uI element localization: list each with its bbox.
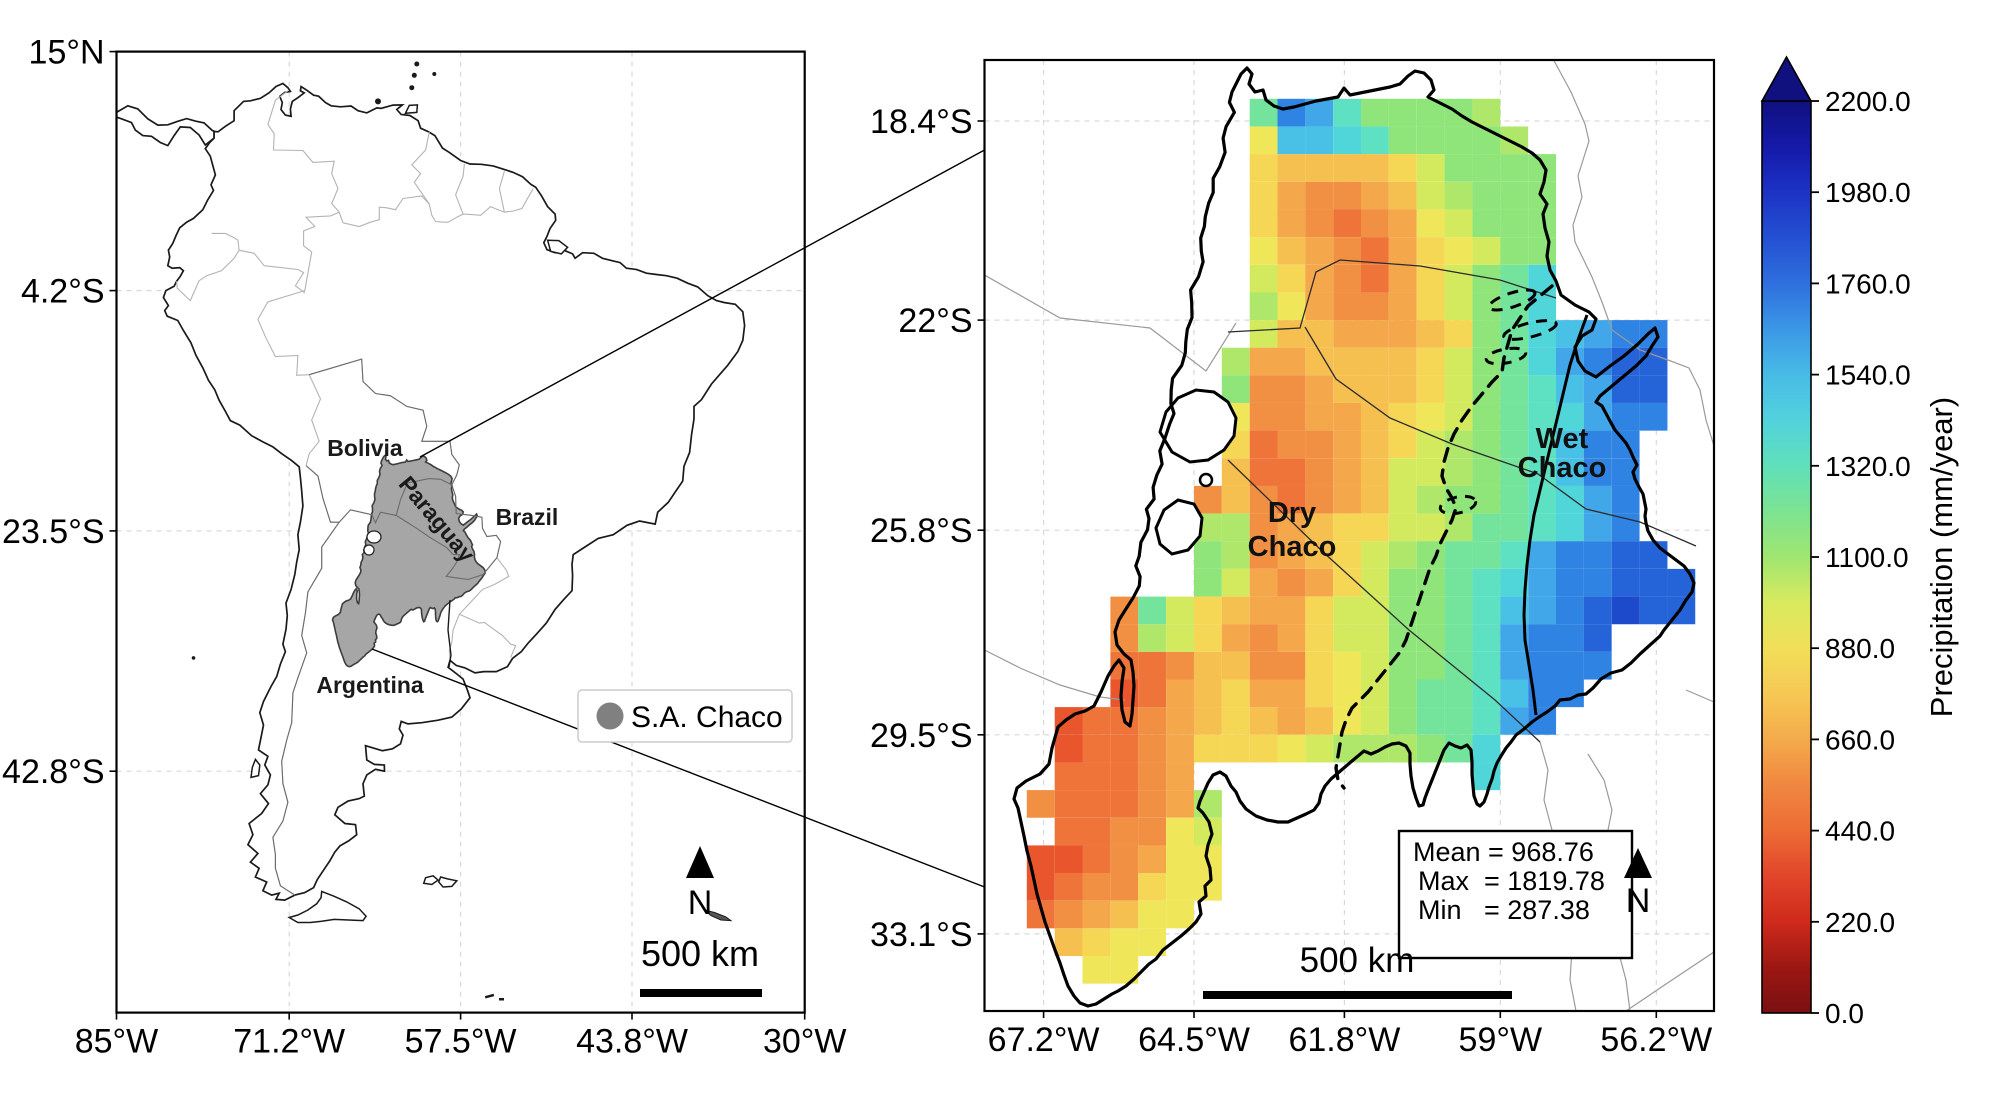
svg-text:29.5°S: 29.5°S bbox=[870, 717, 972, 755]
svg-text:4.2°S: 4.2°S bbox=[21, 273, 105, 311]
svg-text:Mean = 968.76: Mean = 968.76 bbox=[1413, 837, 1594, 867]
svg-text:59°W: 59°W bbox=[1459, 1021, 1543, 1059]
svg-text:Precipitation (mm/year): Precipitation (mm/year) bbox=[1924, 397, 1959, 717]
svg-text:500 km: 500 km bbox=[1300, 941, 1415, 980]
svg-text:42.8°S: 42.8°S bbox=[2, 753, 104, 791]
svg-text:25.8°S: 25.8°S bbox=[870, 512, 972, 550]
svg-text:Wet: Wet bbox=[1536, 423, 1589, 455]
svg-text:880.0: 880.0 bbox=[1825, 633, 1895, 664]
svg-text:56.2°W: 56.2°W bbox=[1600, 1021, 1712, 1059]
svg-text:220.0: 220.0 bbox=[1825, 907, 1895, 938]
svg-text:1100.0: 1100.0 bbox=[1825, 542, 1909, 573]
svg-text:N: N bbox=[688, 884, 713, 922]
svg-text:1540.0: 1540.0 bbox=[1825, 360, 1911, 391]
svg-text:S.A. Chaco: S.A. Chaco bbox=[631, 701, 783, 734]
svg-text:57.5°W: 57.5°W bbox=[405, 1023, 517, 1061]
svg-text:1320.0: 1320.0 bbox=[1825, 451, 1911, 482]
svg-text:Chaco: Chaco bbox=[1518, 452, 1607, 484]
svg-text:Min = 287.38: Min = 287.38 bbox=[1418, 895, 1590, 925]
svg-text:Argentina: Argentina bbox=[316, 672, 424, 698]
svg-text:N: N bbox=[1626, 882, 1651, 920]
svg-text:Brazil: Brazil bbox=[496, 504, 559, 530]
svg-text:30°W: 30°W bbox=[763, 1023, 847, 1061]
svg-text:Max = 1819.78: Max = 1819.78 bbox=[1418, 866, 1605, 896]
svg-text:Bolivia: Bolivia bbox=[327, 435, 403, 461]
svg-text:22°S: 22°S bbox=[898, 302, 972, 340]
svg-text:2200.0: 2200.0 bbox=[1825, 86, 1911, 117]
svg-text:33.1°S: 33.1°S bbox=[870, 916, 972, 954]
svg-text:Chaco: Chaco bbox=[1248, 531, 1337, 563]
svg-text:Dry: Dry bbox=[1268, 497, 1316, 529]
svg-text:0.0: 0.0 bbox=[1825, 998, 1864, 1029]
svg-text:440.0: 440.0 bbox=[1825, 816, 1895, 847]
svg-text:43.8°W: 43.8°W bbox=[576, 1023, 688, 1061]
svg-text:18.4°S: 18.4°S bbox=[870, 103, 972, 141]
svg-text:660.0: 660.0 bbox=[1825, 724, 1895, 755]
svg-text:500 km: 500 km bbox=[641, 933, 759, 974]
svg-text:15°N: 15°N bbox=[29, 34, 105, 72]
svg-text:61.8°W: 61.8°W bbox=[1288, 1021, 1400, 1059]
svg-text:64.5°W: 64.5°W bbox=[1138, 1021, 1250, 1059]
svg-text:1980.0: 1980.0 bbox=[1825, 177, 1911, 208]
svg-text:23.5°S: 23.5°S bbox=[2, 513, 104, 551]
svg-text:67.2°W: 67.2°W bbox=[988, 1021, 1100, 1059]
svg-text:85°W: 85°W bbox=[75, 1023, 159, 1061]
svg-text:71.2°W: 71.2°W bbox=[233, 1023, 345, 1061]
svg-text:1760.0: 1760.0 bbox=[1825, 268, 1911, 299]
